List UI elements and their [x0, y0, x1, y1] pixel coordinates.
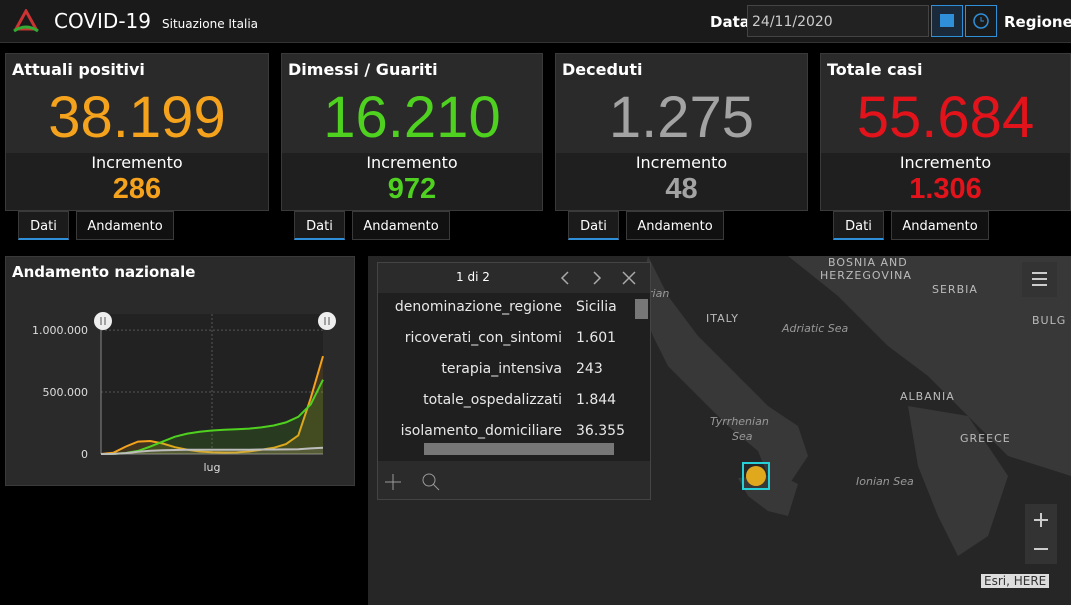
increment-label: Incremento: [366, 153, 458, 172]
field-name: totale_ospedalizzati: [423, 392, 562, 408]
card-value: 55.684: [856, 85, 1035, 150]
slider-handle[interactable]: [94, 312, 112, 330]
card-value: 16.210: [323, 85, 501, 150]
field-value: Sicilia: [576, 299, 617, 315]
increment-label: Incremento: [899, 153, 992, 172]
card-footer: Incremento 972: [282, 153, 542, 210]
card-title: Dimessi / Guariti: [288, 60, 438, 79]
slider-grip: [100, 317, 106, 325]
tab[interactable]: Dati: [568, 211, 619, 240]
time-button[interactable]: [965, 5, 997, 37]
slider-grip: [324, 317, 330, 325]
increment-value: 286: [112, 173, 162, 205]
series-line: [100, 355, 324, 455]
tab[interactable]: Dati: [294, 211, 345, 240]
field-value: 36.355: [576, 423, 625, 439]
tab[interactable]: Andamento: [626, 211, 724, 240]
field-name: terapia_intensiva: [441, 361, 562, 377]
card-title: Totale casi: [827, 60, 923, 79]
date-input[interactable]: 24/11/2020: [747, 5, 929, 37]
selection-box[interactable]: [742, 462, 770, 490]
map: BOSNIA AND HERZEGOVINA SERBIA BULG ITALY Adri…: [368, 256, 1071, 605]
stat-card: Totale casi 55.684 Incremento 1.306: [820, 53, 1071, 211]
map-label: Adriatic Sea: [782, 322, 849, 335]
header: COVID-19 Situazione Italia Data 24/11/20…: [0, 0, 1071, 43]
date-label: Data: [710, 13, 750, 31]
tab[interactable]: Andamento: [76, 211, 174, 240]
series-area: [101, 447, 323, 454]
field-value: 1.601: [576, 330, 617, 346]
map-label: rian: [648, 287, 670, 300]
field-name: isolamento_domiciliare: [400, 423, 562, 439]
card-footer: Incremento 286: [6, 153, 268, 210]
popup-nav[interactable]: [556, 267, 646, 289]
map-label: GREECE: [960, 432, 1011, 445]
scrollbar-thumb[interactable]: [635, 299, 648, 319]
increment-label: Incremento: [91, 153, 183, 172]
y-tick-label: 1.000.000: [32, 324, 88, 337]
app-subtitle: Situazione Italia: [162, 17, 259, 31]
map-label: ALBANIA: [900, 390, 955, 403]
stat-card: Dimessi / Guariti 16.210 Incremento 972: [281, 53, 543, 211]
card-title: Deceduti: [562, 60, 643, 79]
increment-value: 1.306: [909, 173, 982, 205]
chart: 0 500.000 1.000.000 lug: [32, 312, 336, 474]
increment-value: 972: [387, 173, 437, 205]
card-title: Attuali positivi: [12, 60, 145, 79]
map-label: ITALY: [706, 312, 740, 325]
field-name: denominazione_regione: [394, 299, 562, 315]
zoom-controls[interactable]: [1025, 504, 1057, 564]
card-footer: Incremento 48: [556, 153, 807, 210]
map-label: Ionian Sea: [856, 475, 914, 488]
app-title: COVID-19: [54, 9, 152, 33]
card-value: 38.199: [48, 85, 226, 150]
map-label: BOSNIA AND: [828, 256, 908, 269]
series-area: [101, 356, 323, 454]
popup-body: [378, 293, 650, 461]
map-label: BULG: [1032, 314, 1067, 327]
field-name: ricoverati_con_sintomi: [404, 330, 562, 346]
list-button[interactable]: [1022, 262, 1057, 297]
tab[interactable]: Dati: [833, 211, 884, 240]
increment-value: 48: [665, 173, 698, 205]
increment-label: Incremento: [635, 153, 728, 172]
popup-pager: 1 di 2: [456, 270, 490, 284]
card-value: 1.275: [608, 85, 755, 150]
y-tick-label: 500.000: [43, 386, 89, 399]
x-tick-label: lug: [203, 461, 220, 474]
popup-tools[interactable]: [384, 471, 454, 493]
map-label: Tyrrhenian: [710, 415, 769, 428]
attribution: Esri, HERE: [981, 574, 1050, 588]
field-value: 1.844: [576, 392, 617, 408]
region-label[interactable]: Regione: [1004, 13, 1071, 31]
slider-handle[interactable]: [318, 312, 336, 330]
map-label: HERZEGOVINA: [820, 269, 912, 282]
calendar-button[interactable]: [931, 5, 963, 37]
field-value: 243: [576, 361, 603, 377]
chart-title: Andamento nazionale: [12, 263, 196, 281]
tab[interactable]: Andamento: [891, 211, 989, 240]
series-line: [100, 446, 324, 455]
tab[interactable]: Andamento: [352, 211, 450, 240]
h-scroll[interactable]: [378, 443, 628, 455]
card-footer: Incremento 1.306: [821, 153, 1070, 210]
map-label: SERBIA: [932, 283, 978, 296]
popup: 1 di 2 denominazione_regione Sicilia ricov…: [377, 262, 651, 500]
chart-panel: Andamento nazionale 0 500.000 1.000.000 lug: [5, 256, 355, 486]
map-label: Sea: [732, 430, 753, 443]
logo: [13, 9, 39, 33]
stat-card: Attuali positivi 38.199 Incremento 286: [5, 53, 269, 211]
stat-card: Deceduti 1.275 Incremento 48: [555, 53, 808, 211]
y-tick-label: 0: [81, 448, 88, 461]
series-area: [101, 379, 323, 454]
tab[interactable]: Dati: [18, 211, 69, 240]
